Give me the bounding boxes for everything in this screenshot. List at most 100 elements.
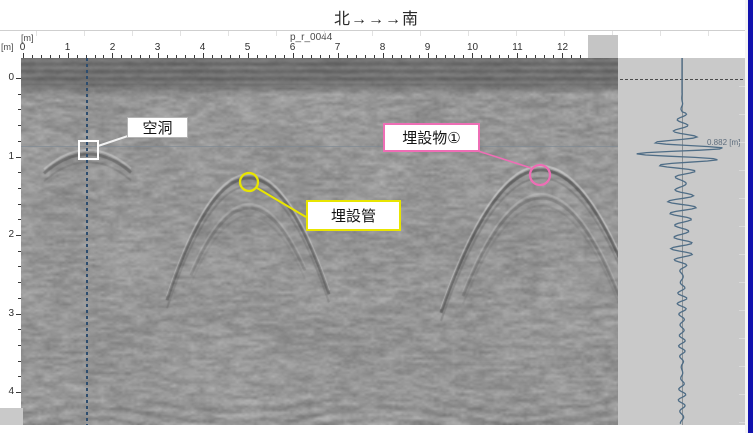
- grid-tick: [739, 226, 745, 227]
- a-scan-trace-panel[interactable]: [618, 58, 745, 425]
- h-ruler-tick: [410, 55, 411, 58]
- right-gridline-strip: [745, 0, 748, 433]
- scan-direction-title: 北→→→南: [333, 11, 419, 28]
- h-ruler-number: 9: [424, 42, 431, 53]
- v-ruler-tick: [16, 235, 21, 236]
- grid-tick: [612, 31, 613, 36]
- grid-tick: [739, 310, 745, 311]
- trace-zero-axis: [682, 58, 683, 425]
- scrollbar-thumb[interactable]: [588, 35, 618, 58]
- grid-tick: [739, 394, 745, 395]
- h-ruler-tick: [580, 55, 581, 58]
- grid-tick: [739, 422, 745, 423]
- v-ruler-tick: [16, 78, 21, 79]
- title-bar: 北→→→南: [0, 0, 753, 30]
- h-ruler-tick: [77, 55, 78, 58]
- v-ruler-tick: [18, 188, 21, 189]
- annotation-label-cavity[interactable]: 空洞: [127, 117, 188, 138]
- grid-tick: [739, 338, 745, 339]
- h-ruler-number: 0: [19, 42, 26, 53]
- h-ruler-number: 11: [512, 42, 523, 53]
- annotation-label-buried-object-1[interactable]: 埋設物①: [383, 123, 480, 152]
- h-ruler-tick: [320, 55, 321, 58]
- h-ruler-tick: [185, 55, 186, 58]
- h-ruler-tick: [23, 53, 24, 58]
- h-ruler-tick: [517, 53, 518, 58]
- grid-tick: [564, 31, 565, 36]
- h-ruler-tick: [248, 53, 249, 58]
- v-ruler-tick: [16, 314, 21, 315]
- v-ruler-number: 4: [8, 386, 14, 397]
- h-ruler-tick: [383, 53, 384, 58]
- h-ruler-tick: [535, 55, 536, 58]
- grid-tick: [420, 31, 421, 36]
- h-ruler-tick: [544, 55, 545, 58]
- v-ruler-tick: [18, 282, 21, 283]
- v-ruler-tick: [18, 376, 21, 377]
- h-ruler-number: 2: [109, 42, 116, 53]
- grid-tick: [276, 31, 277, 36]
- h-ruler-tick: [149, 55, 150, 58]
- h-ruler-tick: [131, 55, 132, 58]
- h-ruler-tick: [490, 55, 491, 58]
- h-ruler-tick: [508, 55, 509, 58]
- h-ruler-tick: [356, 55, 357, 58]
- v-ruler-tick: [18, 141, 21, 142]
- h-ruler-tick: [419, 55, 420, 58]
- h-ruler-number: 7: [334, 42, 341, 53]
- h-ruler-tick: [302, 55, 303, 58]
- h-ruler-tick: [374, 55, 375, 58]
- h-ruler-tick: [112, 53, 113, 58]
- h-ruler-tick: [212, 55, 213, 58]
- v-ruler-tick: [18, 298, 21, 299]
- grid-tick: [180, 31, 181, 36]
- h-ruler-tick: [571, 55, 572, 58]
- h-ruler-tick: [284, 55, 285, 58]
- h-ruler-tick: [230, 55, 231, 58]
- h-ruler-tick: [275, 55, 276, 58]
- h-ruler-number: 12: [556, 42, 569, 53]
- grid-tick: [516, 31, 517, 36]
- h-ruler-tick: [167, 55, 168, 58]
- h-ruler-tick: [86, 55, 87, 58]
- a-scan-waveform: [636, 58, 723, 424]
- grid-tick: [84, 31, 85, 36]
- trace-cursor-line[interactable]: [86, 58, 88, 425]
- grid-tick: [739, 198, 745, 199]
- h-ruler-tick: [221, 55, 222, 58]
- v-ruler-tick: [16, 392, 21, 393]
- h-ruler-tick: [499, 55, 500, 58]
- grid-tick: [739, 282, 745, 283]
- grid-tick: [739, 114, 745, 115]
- annotation-label-buried-pipe[interactable]: 埋設管: [306, 200, 401, 231]
- h-ruler-tick: [194, 55, 195, 58]
- h-ruler-tick: [445, 55, 446, 58]
- h-ruler-tick: [338, 53, 339, 58]
- grid-tick: [468, 31, 469, 36]
- h-ruler-tick: [293, 53, 294, 58]
- bottom-gridline-strip: [0, 425, 748, 433]
- h-ruler-tick: [454, 55, 455, 58]
- h-ruler-number: 8: [379, 42, 386, 53]
- h-ruler-tick: [239, 55, 240, 58]
- h-ruler-unit: [m]: [21, 33, 34, 43]
- scan-file-id: p_r_0044: [290, 32, 333, 43]
- h-ruler-number: 1: [64, 42, 71, 53]
- h-ruler-tick: [32, 55, 33, 58]
- grid-tick: [324, 31, 325, 36]
- grid-tick: [708, 31, 709, 36]
- h-ruler-number: 4: [199, 42, 206, 53]
- h-ruler-tick: [59, 55, 60, 58]
- h-ruler-tick: [436, 55, 437, 58]
- h-ruler-tick: [365, 55, 366, 58]
- v-ruler-tick: [18, 361, 21, 362]
- annotation-label-buried-pipe-text: 埋設管: [330, 208, 376, 225]
- v-ruler-tick: [18, 266, 21, 267]
- h-ruler-tick: [562, 53, 563, 58]
- grid-tick: [228, 31, 229, 36]
- h-ruler-number: 5: [244, 42, 251, 53]
- grid-tick: [739, 366, 745, 367]
- grid-tick: [739, 142, 745, 143]
- v-ruler-tick: [18, 94, 21, 95]
- radargram-bscan-view[interactable]: [21, 58, 618, 425]
